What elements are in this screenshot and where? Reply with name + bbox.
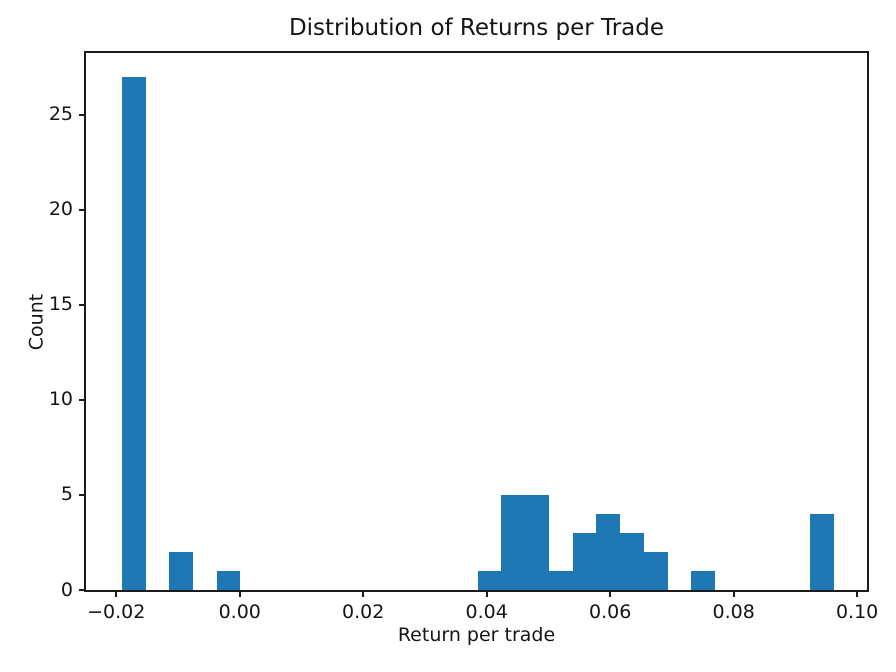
y-tick [79,493,86,496]
y-tick-label: 10 [48,388,73,411]
y-tick [79,398,86,401]
y-tick-label: 25 [48,103,73,126]
histogram-bar [596,513,621,590]
y-tick [79,208,86,211]
x-tick-label: 0.04 [465,601,508,623]
y-tick-label: 20 [48,198,73,221]
x-tick [238,590,241,597]
x-tick-label: −0.02 [87,601,146,623]
plot-area [86,53,867,590]
y-tick [79,113,86,116]
histogram-bar [169,551,193,590]
histogram-bar [691,570,715,590]
x-tick [362,590,365,597]
y-tick [79,589,86,591]
histogram-bar [501,494,526,590]
y-tick [79,303,86,306]
x-tick-label: 0.08 [712,601,755,623]
histogram-bar [572,532,597,590]
histogram-bar [620,532,644,590]
y-tick-label: 15 [48,293,73,316]
histogram-bar [477,570,502,590]
histogram-bar [548,570,573,590]
x-tick [856,590,859,597]
histogram-bar [525,494,549,590]
x-tick-label: 0.06 [589,601,632,623]
x-tick-label: 0.00 [218,601,261,623]
histogram-bar [809,513,834,590]
x-tick [732,590,735,597]
y-tick-label: 0 [60,578,73,601]
histogram-bar [216,570,241,590]
histogram-bar [121,76,146,590]
x-tick [485,590,488,597]
chart-title: Distribution of Returns per Trade [288,15,665,41]
x-tick [609,590,612,597]
histogram-bar [643,551,668,590]
x-tick-label: 0.02 [342,601,385,623]
x-tick [115,590,118,597]
y-tick-label: 5 [60,483,73,506]
x-axis-label: Return per trade [397,624,556,646]
x-tick-label: 0.10 [835,601,879,623]
